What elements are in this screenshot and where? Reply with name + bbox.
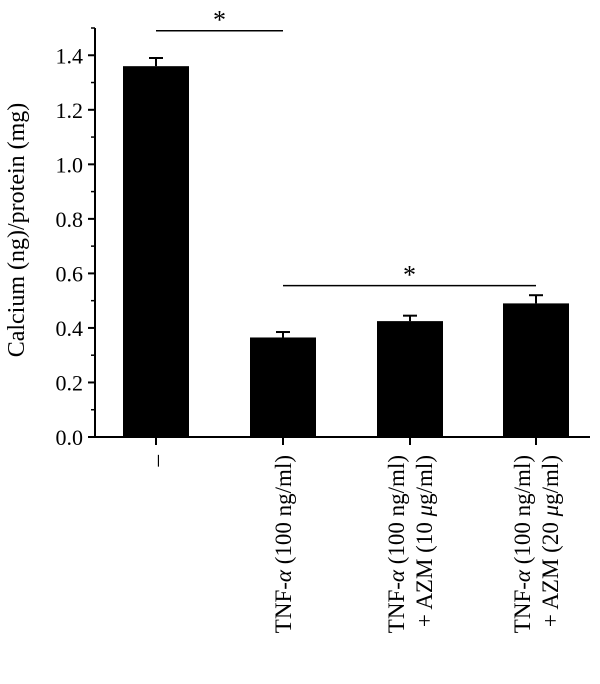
- category-label: –: [144, 455, 169, 468]
- plot-area: 0.0 0.2 0.4 0.6 0.8 1.0 1.2 1.4 – TNF-α (100 ng/m…: [56, 6, 590, 633]
- y-tick-label: 1.0: [56, 152, 84, 177]
- y-tick-label: 1.2: [56, 98, 84, 123]
- category-label-line2: + AZM (20 μg/ml): [538, 455, 563, 627]
- significance-label: *: [403, 261, 416, 290]
- y-tick-label: 0.4: [56, 316, 84, 341]
- y-tick-label: 0.2: [56, 370, 84, 395]
- bar: [123, 66, 189, 437]
- y-tick-label: 0.0: [56, 425, 84, 450]
- significance-label: *: [213, 6, 226, 35]
- category-label-line1: TNF-α (100 ng/ml): [384, 455, 409, 633]
- bar: [377, 321, 443, 437]
- y-tick-label: 0.6: [56, 261, 84, 286]
- category-label-line1: TNF-α (100 ng/ml): [271, 455, 296, 633]
- y-axis-title: Calcium (ng)/protein (mg): [4, 103, 30, 358]
- bar: [503, 303, 569, 437]
- category-label-line2: + AZM (10 μg/ml): [412, 455, 437, 627]
- bar: [250, 337, 316, 437]
- y-tick-label: 1.4: [56, 43, 84, 68]
- y-tick-label: 0.8: [56, 207, 84, 232]
- category-label-line1: TNF-α (100 ng/ml): [510, 455, 535, 633]
